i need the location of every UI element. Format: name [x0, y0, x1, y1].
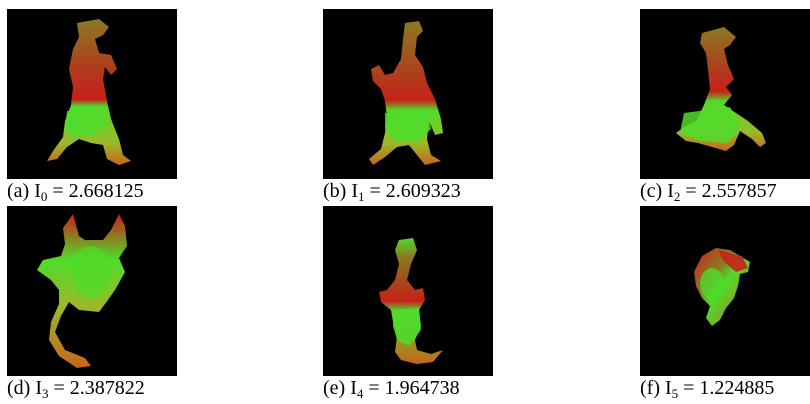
render-panel-d — [7, 206, 177, 376]
caption-label: (a) I — [7, 180, 41, 202]
panel-caption-c: (c) I2 = 2.557857 — [640, 180, 777, 204]
caption-subscript: 5 — [671, 386, 679, 401]
trex-arm-raised-image — [369, 21, 443, 165]
caption-subscript: 2 — [673, 189, 681, 204]
panel-caption-f: (f) I5 = 1.224885 — [640, 377, 775, 401]
caption-value: = 2.609323 — [364, 180, 461, 202]
render-panel-b — [323, 9, 493, 179]
caption-value: = 2.668125 — [47, 180, 144, 202]
caption-subscript: 0 — [40, 189, 48, 204]
caption-value: = 1.964738 — [363, 377, 460, 399]
panel-caption-b: (b) I1 = 2.609323 — [323, 180, 461, 204]
caption-label: (d) I — [7, 377, 42, 399]
trex-standing-image — [47, 19, 131, 165]
render-panel-f — [640, 206, 810, 376]
caption-subscript: 3 — [41, 386, 49, 401]
trex-side-image — [676, 27, 766, 151]
caption-subscript: 1 — [357, 189, 365, 204]
panel-caption-a: (a) I0 = 2.668125 — [7, 180, 144, 204]
render-panel-a — [7, 9, 177, 179]
caption-label: (c) I — [640, 180, 674, 202]
caption-label: (f) I — [640, 377, 672, 399]
caption-value: = 1.224885 — [678, 377, 775, 399]
trex-back-view-image — [379, 238, 443, 364]
panel-caption-d: (d) I3 = 2.387822 — [7, 377, 145, 401]
panel-caption-e: (e) I4 = 1.964738 — [323, 377, 460, 401]
caption-label: (e) I — [323, 377, 357, 399]
frog-top-view-image — [37, 214, 127, 368]
caption-subscript: 4 — [356, 386, 364, 401]
caption-label: (b) I — [323, 180, 358, 202]
caption-value: = 2.557857 — [680, 180, 777, 202]
render-panel-c — [640, 9, 810, 179]
render-panel-e — [323, 206, 493, 376]
trex-small-curled-image — [694, 248, 750, 326]
caption-value: = 2.387822 — [48, 377, 145, 399]
